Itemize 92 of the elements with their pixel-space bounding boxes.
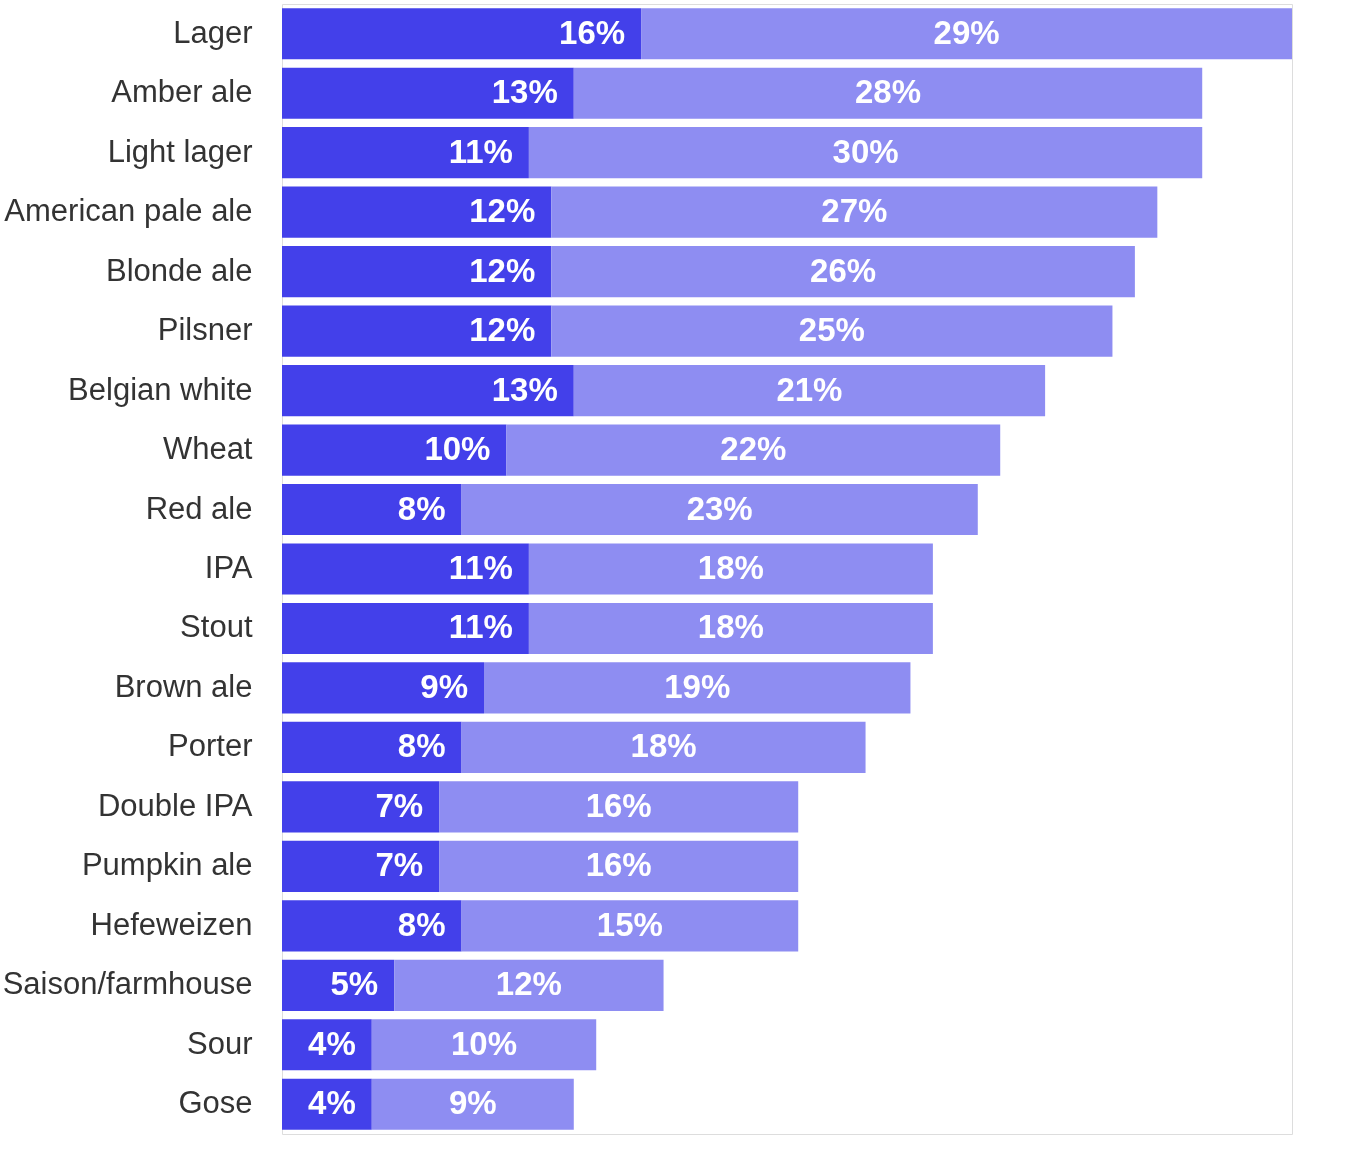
data-label: 9% [448,1084,497,1122]
data-label: 12% [469,251,536,289]
bar [282,8,642,60]
data-label: 13% [491,370,558,408]
data-label: 29% [933,13,1000,51]
data-label: 12% [469,311,536,349]
data-label: 23% [686,489,753,527]
data-label: 27% [821,192,888,230]
data-label: 7% [375,786,424,824]
bar [282,246,552,298]
bar [282,424,507,476]
data-label: 18% [697,608,764,646]
bar [371,1078,574,1130]
data-label: 30% [832,132,899,170]
data-label: 11% [448,132,513,170]
bar [282,483,462,536]
bar [282,721,462,773]
data-label: 18% [697,549,764,586]
data-label: 18% [630,727,697,765]
y-tick-label: American pale ale [4,193,253,229]
bar [573,67,1203,119]
y-tick-label: Belgian white [68,371,253,407]
bar [461,721,866,773]
y-tick-label: Red ale [145,490,253,526]
data-label: 4% [308,1084,356,1122]
y-tick-label: Gose [178,1085,253,1121]
bar [551,246,1135,298]
bar [282,543,529,595]
y-tick-label: Light lager [107,133,253,169]
data-label: 8% [397,489,446,527]
y-tick-label: Blonde ale [105,252,253,288]
y-tick-label: Hefeweizen [90,906,253,942]
bar [394,959,664,1011]
bar [484,662,911,714]
bar [551,186,1158,238]
y-tick-label: Pilsner [157,312,253,348]
bar [506,424,1001,476]
y-tick-label: IPA [204,550,253,585]
y-tick-label: Double IPA [97,787,253,823]
data-label: 8% [397,727,446,765]
bar [641,8,1292,60]
bar [528,602,933,655]
bar [439,840,799,892]
bar [282,305,552,357]
data-label: 7% [375,846,424,884]
data-label: 10% [424,430,491,468]
y-tick-label: Saison/farmhouse [2,966,253,1002]
data-label: 12% [469,192,536,230]
y-tick-label: Porter [168,728,253,764]
bar [573,365,1046,417]
data-label: 28% [854,73,922,111]
data-label: 12% [495,965,562,1003]
y-tick-label: Pumpkin ale [81,847,253,883]
data-label: 16% [559,13,626,51]
bar [282,602,529,655]
bar [282,186,552,238]
y-tick-label: Brown ale [114,668,253,704]
data-label: 19% [664,667,731,705]
bar [528,127,1203,179]
data-label: 21% [776,370,843,408]
bar [551,305,1113,357]
bar [282,840,440,892]
data-label: 9% [420,667,468,705]
data-label: 10% [450,1024,518,1062]
data-label: 22% [720,430,787,468]
bar [282,900,462,952]
data-label: 5% [330,965,379,1003]
data-label: 11% [448,549,513,586]
data-label: 13% [491,73,558,111]
y-tick-label: Sour [187,1025,253,1061]
bar [282,365,574,417]
bar [528,543,933,595]
bar [282,67,574,119]
y-tick-label: Stout [180,609,253,645]
y-tick-label: Wheat [162,431,253,467]
bar [461,900,799,952]
bar [282,662,484,714]
bar [282,127,529,179]
data-label: 16% [585,846,652,884]
bar [282,781,440,833]
data-label: 15% [596,905,663,943]
data-label: 4% [308,1024,356,1062]
y-tick-label: Lager [173,14,253,50]
data-label: 26% [810,251,877,289]
bar [461,483,978,536]
data-label: 16% [585,786,652,824]
data-label: 11% [448,608,513,646]
data-label: 8% [397,905,446,943]
bar [371,1019,597,1071]
bar [439,781,799,833]
y-tick-label: Amber ale [111,74,253,110]
data-label: 25% [798,311,865,349]
